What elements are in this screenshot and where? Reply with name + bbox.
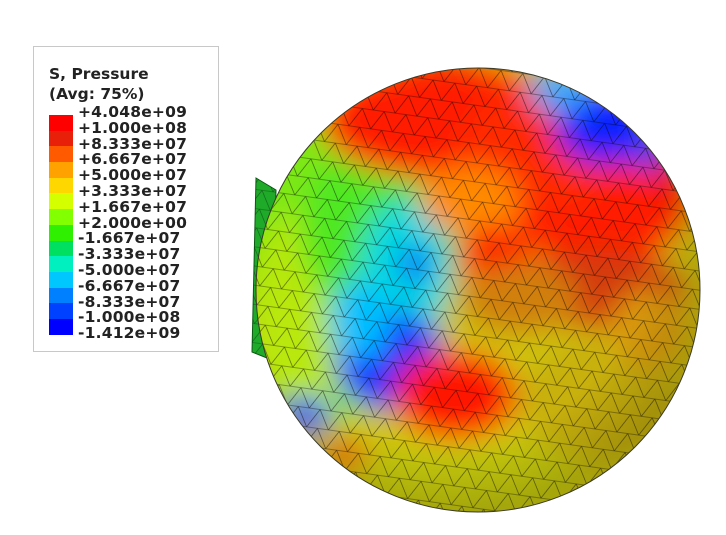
legend-title: S, Pressure [49, 65, 149, 83]
legend-swatch [49, 162, 73, 178]
legend-swatch [49, 318, 73, 335]
color-legend: S, Pressure (Avg: 75%) +4.048e+09 +1.000e… [33, 46, 219, 352]
legend-label: -3.333e+07 [78, 245, 181, 264]
legend-swatch [49, 115, 73, 131]
legend-label: -8.333e+07 [78, 292, 181, 311]
legend-label: +1.000e+08 [78, 118, 188, 137]
legend-swatch [49, 256, 73, 272]
legend-label: +8.333e+07 [78, 134, 188, 153]
legend-subtitle: (Avg: 75%) [49, 85, 145, 103]
legend-label: +2.000e+00 [78, 213, 188, 232]
legend-swatch [49, 271, 73, 288]
legend-swatch [49, 146, 73, 163]
legend-labels: +4.048e+09 +1.000e+08 +8.333e+07 +6.667e+07… [78, 103, 188, 343]
legend-swatches [49, 115, 73, 335]
legend-swatch [49, 177, 73, 194]
legend-label: +4.048e+09 [78, 103, 188, 121]
legend-label: +1.667e+07 [78, 197, 188, 216]
legend-swatch [49, 130, 73, 147]
legend-swatch [49, 193, 73, 210]
legend-label: +3.333e+07 [78, 181, 188, 200]
legend-swatch [49, 303, 73, 319]
legend-swatch [49, 209, 73, 225]
legend-label: +6.667e+07 [78, 150, 188, 169]
legend-label: +5.000e+07 [78, 166, 188, 185]
legend-label: -1.000e+08 [78, 308, 181, 327]
legend-label: -6.667e+07 [78, 276, 181, 295]
legend-swatch [49, 224, 73, 241]
legend-label: -1.667e+07 [78, 229, 181, 248]
sphere [255, 67, 701, 513]
legend-label: -5.000e+07 [78, 260, 181, 279]
legend-label: -1.412e+09 [78, 324, 181, 343]
legend-swatch [49, 287, 73, 304]
legend-swatch [49, 240, 73, 257]
